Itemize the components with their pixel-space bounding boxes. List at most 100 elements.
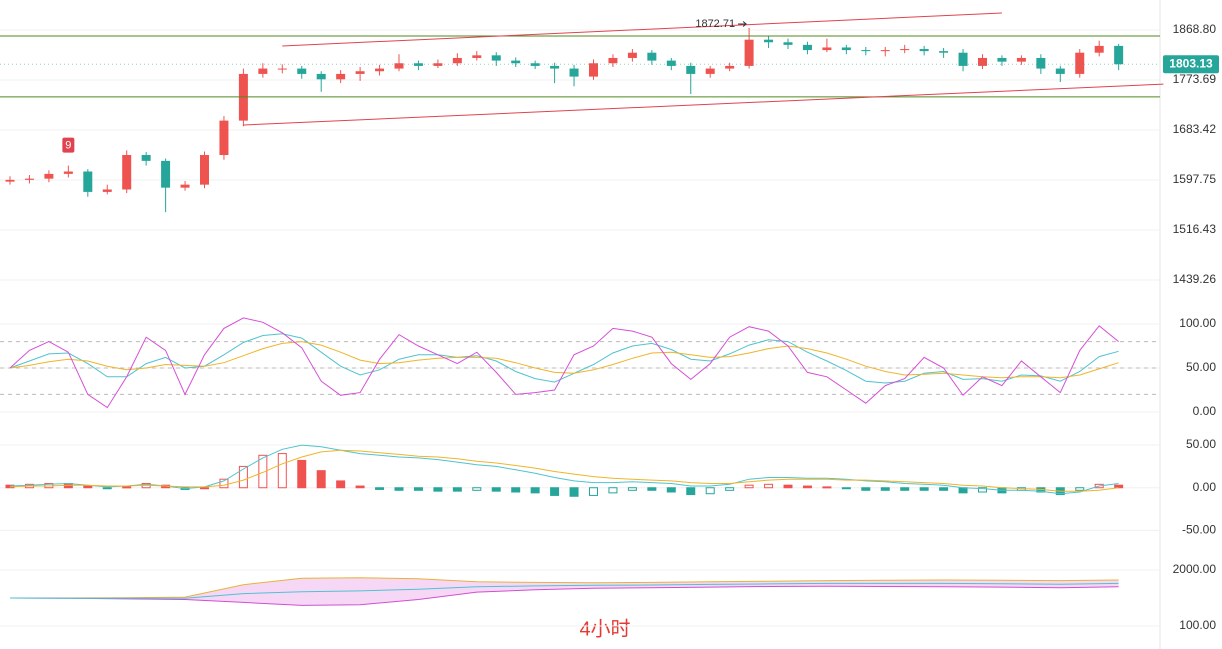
candle-body — [44, 173, 54, 179]
histogram-bar — [764, 483, 774, 489]
candle-body — [1016, 57, 1026, 62]
histogram-bar — [822, 486, 832, 489]
candle-body — [822, 47, 832, 51]
channel-line — [243, 83, 1164, 126]
histogram-bar — [511, 487, 521, 493]
histogram-bar — [238, 465, 248, 489]
y-tick-label: 50.00 — [1186, 360, 1216, 374]
candle-body — [511, 60, 521, 64]
candle-body — [180, 184, 190, 188]
candle-body — [744, 39, 754, 66]
candle-body — [355, 71, 365, 74]
band-fill — [10, 577, 1119, 606]
candle-body — [1114, 45, 1124, 65]
candle-body — [1094, 45, 1104, 53]
histogram-bar — [744, 484, 754, 489]
y-tick-label: 1597.75 — [1173, 172, 1217, 186]
histogram-bar — [219, 478, 229, 489]
histogram-bar — [433, 487, 443, 492]
candle-body — [919, 49, 929, 52]
candle-body — [394, 63, 404, 69]
indicator-line — [9, 449, 1119, 492]
candle-body — [764, 39, 774, 43]
candle-body — [219, 120, 229, 156]
candle-body — [122, 155, 132, 190]
candle-body — [413, 63, 423, 66]
marker-text: 9 — [65, 139, 71, 151]
y-tick-label: 1868.80 — [1173, 22, 1217, 36]
y-tick-label: 100.00 — [1179, 618, 1216, 632]
indicator-line — [10, 577, 1119, 599]
candle-body — [997, 57, 1007, 62]
candle-body — [452, 57, 462, 64]
histogram-bar — [413, 487, 423, 491]
candle-body — [277, 68, 287, 70]
candle-body — [900, 49, 910, 51]
candle-body — [666, 60, 676, 66]
candle-body — [530, 63, 540, 66]
candle-body — [297, 68, 307, 74]
candle-body — [63, 171, 73, 174]
histogram-bar — [900, 487, 910, 491]
histogram-bar — [861, 487, 871, 491]
histogram-bar — [336, 480, 346, 489]
histogram-bar — [1114, 484, 1124, 489]
histogram-bar — [122, 486, 132, 489]
y-tick-label: 100.00 — [1179, 316, 1216, 330]
candle-body — [102, 189, 112, 192]
histogram-bar — [939, 487, 949, 491]
candle-body — [647, 52, 657, 61]
y-tick-label: 0.00 — [1193, 480, 1217, 494]
histogram-bar — [569, 487, 579, 497]
indicator-line — [9, 444, 1119, 495]
y-tick-label: 1439.26 — [1173, 272, 1217, 286]
candle-body — [491, 55, 501, 61]
histogram-bar — [647, 487, 657, 491]
candle-body — [880, 50, 890, 52]
candle-body — [802, 44, 812, 51]
y-tick-label: 1683.42 — [1173, 122, 1217, 136]
histogram-bar — [297, 459, 307, 489]
last-price-label: 1803.13 — [1169, 56, 1213, 70]
histogram-bar — [355, 485, 365, 489]
caption: 4小时 — [579, 617, 630, 640]
candle-body — [939, 51, 949, 53]
candle-body — [861, 50, 871, 52]
candle-body — [978, 57, 987, 66]
candle-body — [141, 155, 151, 161]
candle-body — [569, 68, 579, 77]
y-tick-label: 0.00 — [1193, 404, 1217, 418]
histogram-bar — [102, 487, 112, 490]
candle-body — [5, 179, 15, 182]
histogram-bar — [958, 487, 968, 494]
histogram-bar — [686, 487, 696, 496]
candle-body — [316, 73, 326, 80]
candle-body — [200, 155, 209, 185]
candle-body — [958, 52, 968, 66]
histogram-bar — [919, 487, 929, 491]
high-arrow — [738, 21, 747, 27]
candle-body — [1075, 52, 1085, 74]
y-tick-label: 50.00 — [1186, 437, 1216, 451]
candle-body — [433, 63, 443, 66]
histogram-bar — [783, 484, 793, 489]
indicator-line — [9, 582, 1119, 599]
candle-body — [258, 68, 268, 74]
histogram-bar — [627, 487, 637, 491]
histogram-bar — [316, 470, 326, 489]
histogram-bar — [83, 485, 93, 489]
candle-body — [336, 73, 346, 80]
histogram-bar — [530, 487, 540, 494]
histogram-bar — [978, 487, 987, 493]
candle-body — [1036, 57, 1046, 69]
indicator-line — [9, 585, 1119, 606]
histogram-bar — [841, 487, 851, 490]
candle-body — [705, 68, 715, 74]
high-label: 1872.71 — [695, 18, 735, 30]
candle-body — [725, 65, 735, 69]
histogram-bar — [802, 485, 812, 489]
histogram-bar — [666, 487, 676, 493]
candle-body — [472, 55, 482, 58]
histogram-bar — [550, 487, 560, 496]
